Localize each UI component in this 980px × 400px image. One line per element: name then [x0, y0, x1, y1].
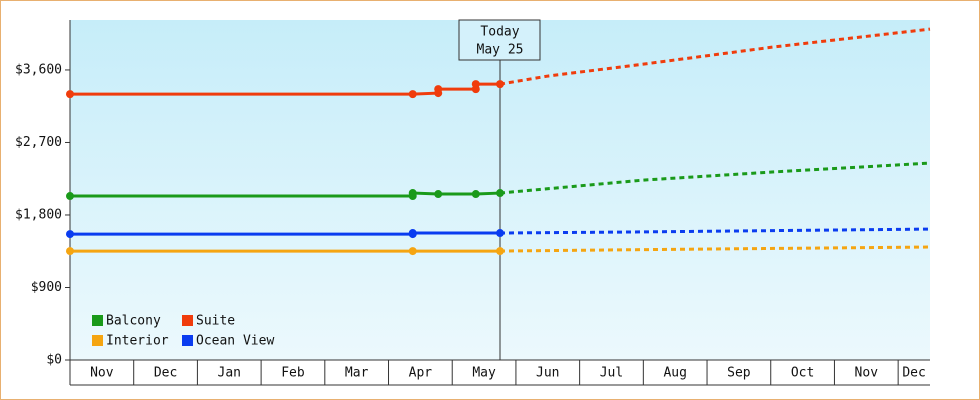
point	[434, 190, 443, 199]
today-box	[458, 19, 541, 61]
point	[434, 85, 443, 94]
legend-label: Interior	[106, 334, 169, 349]
price-line	[70, 231, 500, 236]
point	[471, 80, 480, 89]
x-tick-label: Jun	[536, 366, 559, 381]
legend-label: Suite	[196, 314, 235, 329]
y-tick-label: $900	[31, 280, 62, 295]
forecast-line	[499, 161, 931, 195]
x-tick-label: Nov	[90, 366, 114, 381]
point	[408, 229, 417, 238]
price-line	[70, 191, 501, 198]
x-tick-label: Dec	[154, 366, 177, 381]
point	[66, 192, 74, 201]
x-tick-label: May	[472, 366, 496, 381]
point	[471, 190, 480, 199]
point	[66, 230, 74, 239]
point	[66, 90, 74, 99]
point	[496, 229, 504, 238]
legend-swatch	[182, 315, 193, 326]
legend-swatch	[92, 335, 103, 346]
x-tick-label: Apr	[409, 366, 433, 381]
point	[496, 247, 504, 256]
legend-swatch	[92, 315, 103, 326]
x-tick-label: Dec	[902, 366, 925, 381]
today-label: May 25	[477, 43, 524, 58]
forecast-line	[499, 245, 931, 253]
y-tick-label: $3,600	[15, 62, 62, 77]
x-tick-label: Aug	[663, 366, 686, 381]
legend-label: Balcony	[106, 314, 161, 329]
x-tick-label: Nov	[855, 366, 879, 381]
point	[408, 90, 417, 99]
forecast-line	[499, 227, 931, 235]
y-tick-label: $2,700	[15, 135, 62, 150]
point	[408, 247, 417, 256]
x-tick-label: Oct	[791, 366, 814, 381]
x-tick-label: Feb	[281, 366, 305, 381]
point	[408, 189, 417, 198]
x-tick-label: Mar	[345, 366, 369, 381]
y-tick-label: $1,800	[15, 207, 62, 222]
x-tick-label: Jan	[218, 366, 241, 381]
point	[496, 80, 504, 89]
point	[66, 247, 74, 256]
x-tick-label: Sep	[727, 366, 751, 381]
y-tick-label: $0	[46, 353, 62, 368]
x-tick-label: Jul	[600, 366, 623, 381]
point	[496, 189, 504, 198]
legend-swatch	[182, 335, 193, 346]
forecast-line	[499, 27, 931, 86]
legend-label: Ocean View	[196, 334, 274, 349]
today-label: Today	[480, 25, 519, 40]
